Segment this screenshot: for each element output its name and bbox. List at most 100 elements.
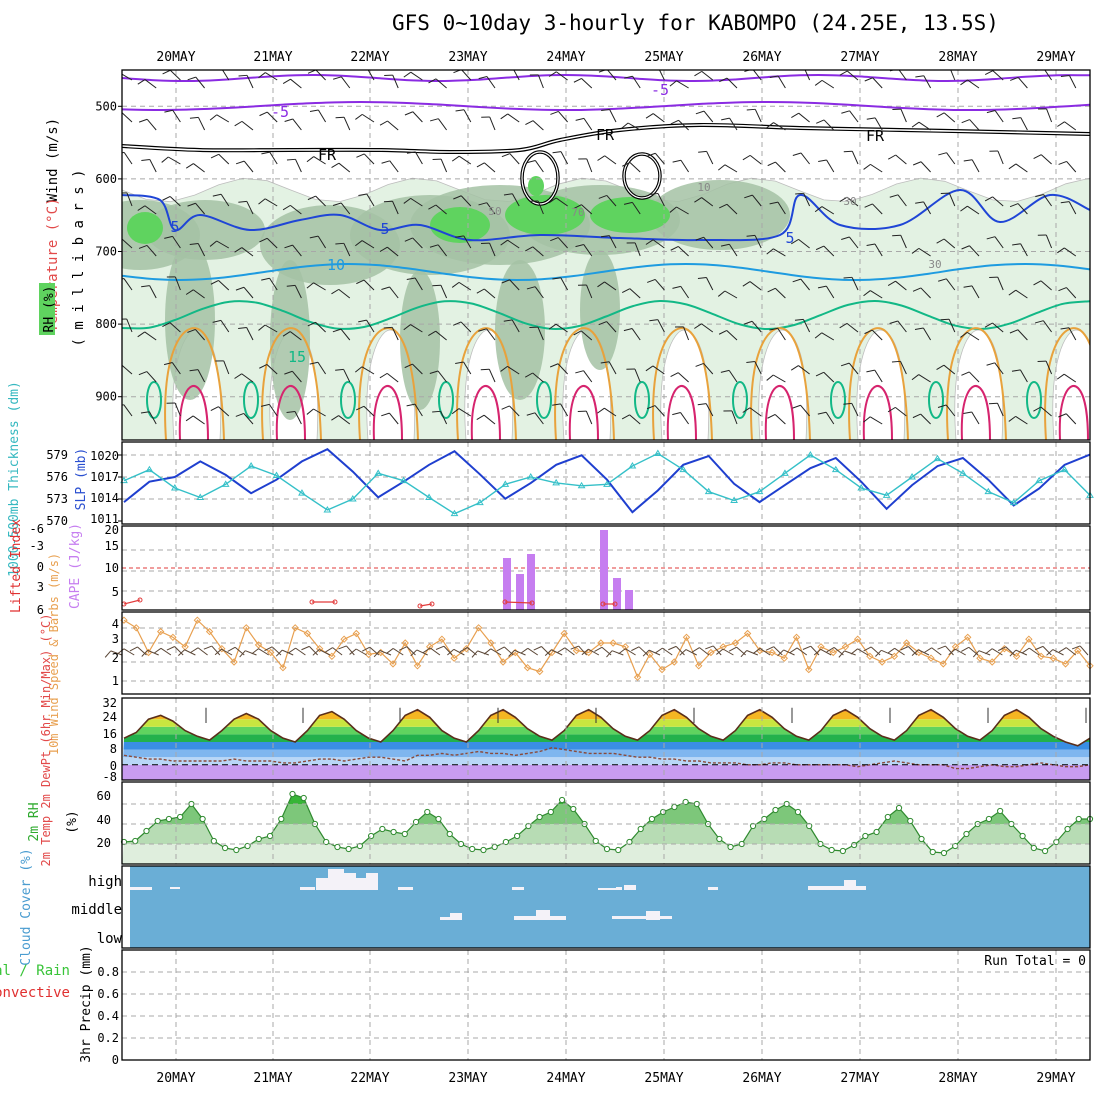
wind-10m-barb-55-flag bbox=[777, 649, 785, 657]
wind-barb-182-shaft bbox=[604, 155, 617, 165]
wind-barb-291 bbox=[889, 194, 907, 207]
isotherm-15-pocket-9 bbox=[1026, 381, 1042, 419]
wind-10m-barb-44-flag bbox=[642, 649, 650, 657]
wind-speed-point-38 bbox=[584, 648, 593, 657]
thickness-point-5 bbox=[247, 462, 255, 469]
isotherm-25-day-3 bbox=[470, 385, 501, 440]
wind-barb-341-shaft bbox=[1015, 415, 1028, 425]
wind-barb-30-flag bbox=[187, 202, 196, 207]
cape-bar-4 bbox=[613, 578, 621, 610]
wind-barb-304-flag bbox=[911, 374, 920, 381]
precip-frame bbox=[121, 949, 1091, 1061]
wind-barb-214-flag bbox=[670, 372, 679, 378]
wind-barb-157-shaft bbox=[532, 246, 544, 257]
wind-barb-161-flag bbox=[526, 412, 536, 416]
wind-barb-101-flag bbox=[381, 160, 390, 164]
wind-barb-40-shaft bbox=[216, 240, 230, 249]
wind-barb-20 bbox=[161, 156, 181, 165]
wind-10m-barb-68-flag bbox=[937, 645, 946, 650]
wind-10m-barb-22-shaft bbox=[379, 650, 392, 656]
wind-barb-44-flag bbox=[210, 406, 219, 412]
wind-10m-barb-13 bbox=[264, 646, 282, 656]
wind-barb-354-flag bbox=[1060, 201, 1070, 204]
wind-barb-205-shaft bbox=[652, 365, 665, 375]
wind-barb-33-flag bbox=[187, 328, 196, 333]
wind-barb-140-flag bbox=[476, 288, 485, 294]
ylabel-rh-2m: 2m RH bbox=[27, 802, 42, 841]
wind-barb-335-shaft bbox=[1015, 163, 1028, 173]
thickness-point-2 bbox=[170, 484, 179, 491]
wind-barb-258-shaft bbox=[803, 319, 811, 333]
wind-barb-308 bbox=[938, 152, 956, 165]
wind-barb-312-flag bbox=[940, 318, 950, 321]
wind-barb-154-flag bbox=[525, 120, 534, 126]
wind-10m-barb-67-shaft bbox=[931, 647, 942, 656]
wind-barb-0-shaft bbox=[122, 72, 133, 81]
rh-2m-point-29 bbox=[446, 830, 453, 838]
wind-10m-barb-26-shaft bbox=[429, 647, 441, 656]
wind-barb-162-flag bbox=[548, 71, 557, 77]
wind-10m-barb-18 bbox=[325, 647, 343, 656]
wind-barb-322-shaft bbox=[968, 371, 980, 383]
wind-barb-209 bbox=[672, 159, 690, 173]
wind-10m-barb-41-shaft bbox=[611, 650, 624, 656]
wind-barb-272-shaft bbox=[851, 151, 859, 165]
wind-barb-208-flag bbox=[670, 119, 679, 125]
wind-barb-90 bbox=[366, 70, 375, 81]
wind-10m-barb-13-shaft bbox=[271, 646, 282, 656]
wind-10m-barb-18-flag bbox=[325, 647, 333, 653]
wind-10m-barb-55 bbox=[777, 649, 795, 657]
wind-speed-point-43 bbox=[646, 650, 654, 659]
cloud-block-8 bbox=[398, 887, 413, 890]
wind-barb-9 bbox=[137, 79, 157, 89]
wind-barb-147-shaft bbox=[511, 193, 520, 207]
wind-barb-285 bbox=[864, 329, 883, 341]
wind-barb-323 bbox=[963, 411, 980, 425]
wind-barb-162 bbox=[548, 71, 568, 81]
wind-10m-barb-11-flag bbox=[239, 650, 246, 658]
wind-speed-point-23 bbox=[401, 639, 409, 647]
wind-barb-34-shaft bbox=[197, 369, 206, 383]
wind-barb-200 bbox=[647, 152, 665, 165]
wind-barb-303-flag bbox=[914, 327, 924, 331]
wind-10m-barb-16-flag bbox=[301, 645, 310, 651]
isotherm-20-day-9 bbox=[1044, 327, 1090, 440]
wind-barb-259 bbox=[790, 365, 810, 375]
wind-barb-353 bbox=[1058, 160, 1077, 173]
rh-70-area-3 bbox=[590, 197, 670, 233]
wind-10m-barb-66 bbox=[911, 649, 930, 656]
wind-barb-331 bbox=[986, 362, 1004, 375]
wind-speed-point-53 bbox=[768, 648, 776, 657]
wind-barb-117-flag bbox=[428, 78, 437, 84]
wind-barb-173-flag bbox=[578, 158, 587, 160]
wind-barb-24-shaft bbox=[169, 322, 181, 333]
wind-barb-94-flag bbox=[355, 240, 363, 247]
wind-barb-58-shaft bbox=[266, 237, 278, 249]
wind-barb-214 bbox=[670, 372, 689, 383]
wind-barb-21 bbox=[162, 196, 181, 207]
wind-barb-148-flag bbox=[500, 239, 508, 246]
wind-barb-92-flag bbox=[356, 153, 365, 158]
wind-barb-318-flag bbox=[960, 205, 968, 212]
wind-barb-289 bbox=[892, 108, 907, 123]
wind-barb-125-flag bbox=[432, 410, 441, 413]
wind-barb-184 bbox=[600, 235, 617, 249]
wind-speed-point-22 bbox=[389, 660, 397, 668]
wind-barb-79 bbox=[309, 361, 327, 375]
contour-label-10: 10 bbox=[697, 181, 710, 194]
wind-speed-point-60 bbox=[853, 635, 862, 643]
wind-barb-332-flag bbox=[988, 402, 998, 405]
wind-barb-158-shaft bbox=[534, 286, 544, 299]
wind-barb-79-shaft bbox=[317, 361, 327, 375]
wind-barb-249-flag bbox=[769, 327, 778, 331]
cloud-block-3 bbox=[316, 878, 328, 890]
wind-barb-267-flag bbox=[814, 332, 823, 339]
wind-barb-179-flag bbox=[577, 410, 587, 412]
wind-barb-38-shaft bbox=[218, 153, 230, 165]
wind-barb-51 bbox=[238, 327, 254, 341]
wind-speed-point-39 bbox=[597, 639, 605, 647]
wind-barb-4-shaft bbox=[122, 238, 133, 249]
wind-barb-45 bbox=[238, 74, 254, 89]
wind-barb-155-shaft bbox=[534, 160, 544, 173]
